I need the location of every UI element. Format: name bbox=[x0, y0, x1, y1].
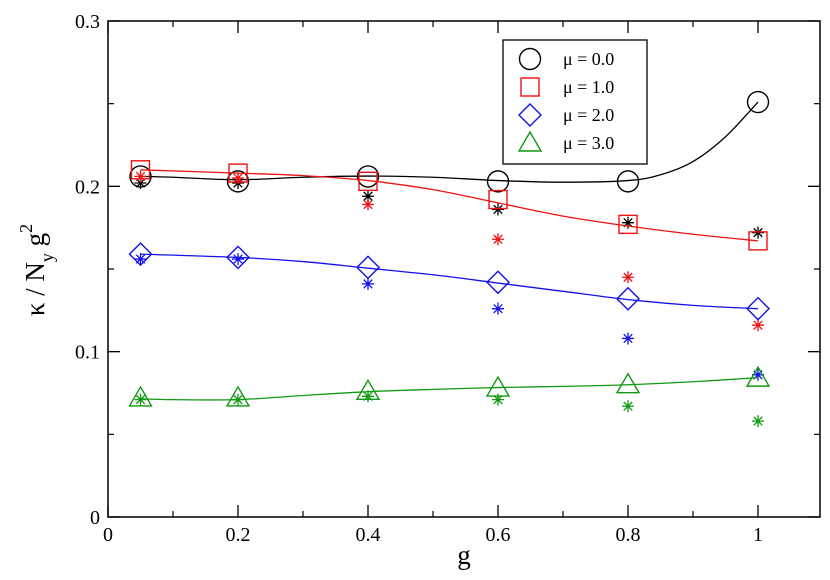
star-point bbox=[622, 332, 634, 345]
axis-ticks: 0 0.2 0.4 0.6 0.8 1 0 0.1 0.2 0.3 bbox=[75, 11, 820, 546]
series-0 bbox=[129, 90, 770, 239]
circle-point bbox=[129, 165, 152, 188]
y-axis-title-superscript: 2 bbox=[16, 224, 36, 233]
plot-frame bbox=[107, 20, 821, 518]
star-point bbox=[362, 190, 374, 203]
star-point bbox=[622, 216, 634, 229]
plot-layer bbox=[128, 90, 771, 428]
star-point bbox=[362, 198, 374, 211]
x-tick-label: 0.4 bbox=[356, 524, 381, 546]
circle-point bbox=[356, 165, 380, 188]
star-point bbox=[232, 393, 244, 406]
y-axis-title-subscript: y bbox=[37, 253, 57, 262]
star-point bbox=[232, 172, 244, 185]
x-axis-title: g bbox=[457, 540, 471, 570]
star-point bbox=[622, 400, 634, 413]
x-tick-label: 1 bbox=[753, 524, 763, 546]
star-point bbox=[232, 253, 244, 266]
star-point bbox=[752, 226, 764, 239]
star-point bbox=[362, 390, 374, 403]
triangle-point bbox=[615, 372, 641, 394]
diamond-point bbox=[356, 255, 380, 280]
square-point bbox=[358, 171, 378, 192]
triangle-point bbox=[128, 385, 153, 407]
legend-entries: μ = 0.0 μ = 1.0 μ = 2.0 μ = 3.0 bbox=[517, 47, 614, 153]
y-axis-title-main: κ / N bbox=[20, 262, 50, 316]
legend-label: μ = 3.0 bbox=[563, 133, 614, 153]
star-point bbox=[752, 319, 764, 332]
star-point bbox=[134, 170, 147, 183]
square-point bbox=[748, 231, 768, 251]
star-point bbox=[752, 368, 764, 381]
y-tick-label: 0 bbox=[90, 507, 100, 529]
diamond-point bbox=[616, 286, 640, 311]
star-point bbox=[752, 415, 764, 428]
circle-point bbox=[486, 170, 510, 193]
star-point bbox=[492, 203, 504, 216]
fit-line bbox=[140, 169, 759, 242]
series-3 bbox=[128, 365, 771, 428]
x-tick-label: 0.8 bbox=[616, 524, 641, 546]
y-axis-title-g: g bbox=[20, 233, 50, 253]
legend: μ = 0.0 μ = 1.0 μ = 2.0 μ = 3.0 bbox=[502, 39, 648, 165]
triangle-point bbox=[355, 378, 381, 401]
diamond-point bbox=[486, 270, 510, 295]
circle-point bbox=[746, 90, 770, 114]
legend-label: μ = 0.0 bbox=[563, 49, 614, 69]
y-axis-title: κ / Ny g2 bbox=[16, 224, 57, 316]
fit-line bbox=[140, 376, 759, 401]
legend-marker bbox=[520, 77, 540, 97]
star-point bbox=[492, 302, 504, 315]
square-point bbox=[488, 189, 508, 210]
legend-label: μ = 2.0 bbox=[563, 105, 614, 125]
square-point bbox=[228, 163, 248, 183]
fit-line bbox=[140, 101, 759, 183]
triangle-point bbox=[745, 365, 771, 387]
circle-point bbox=[616, 170, 640, 193]
star-point bbox=[362, 277, 374, 290]
star-point bbox=[134, 253, 147, 266]
legend-label: μ = 1.0 bbox=[563, 77, 614, 97]
diamond-point bbox=[128, 242, 153, 267]
star-point bbox=[134, 393, 147, 406]
diamond-point bbox=[746, 296, 770, 321]
x-tick-label: 0.6 bbox=[486, 524, 511, 546]
square-point bbox=[618, 214, 638, 235]
legend-marker bbox=[517, 130, 543, 152]
star-point bbox=[492, 393, 504, 406]
diamond-point bbox=[226, 245, 250, 270]
triangle-point bbox=[225, 385, 251, 407]
series-2 bbox=[128, 242, 770, 381]
legend-box bbox=[502, 39, 648, 165]
y-tick-label: 0.1 bbox=[75, 342, 100, 364]
series-1 bbox=[130, 160, 768, 332]
legend-marker bbox=[518, 47, 542, 71]
square-point bbox=[130, 160, 151, 180]
fit-line bbox=[140, 253, 759, 310]
triangle-point bbox=[485, 375, 511, 397]
x-tick-label: 0.2 bbox=[226, 524, 251, 546]
star-point bbox=[134, 177, 147, 190]
x-tick-label: 0 bbox=[103, 524, 113, 546]
y-tick-label: 0.2 bbox=[75, 176, 100, 198]
legend-marker bbox=[518, 103, 542, 127]
star-point bbox=[492, 233, 504, 246]
y-tick-label: 0.3 bbox=[75, 11, 100, 33]
star-point bbox=[622, 271, 634, 284]
circle-point bbox=[226, 170, 250, 193]
